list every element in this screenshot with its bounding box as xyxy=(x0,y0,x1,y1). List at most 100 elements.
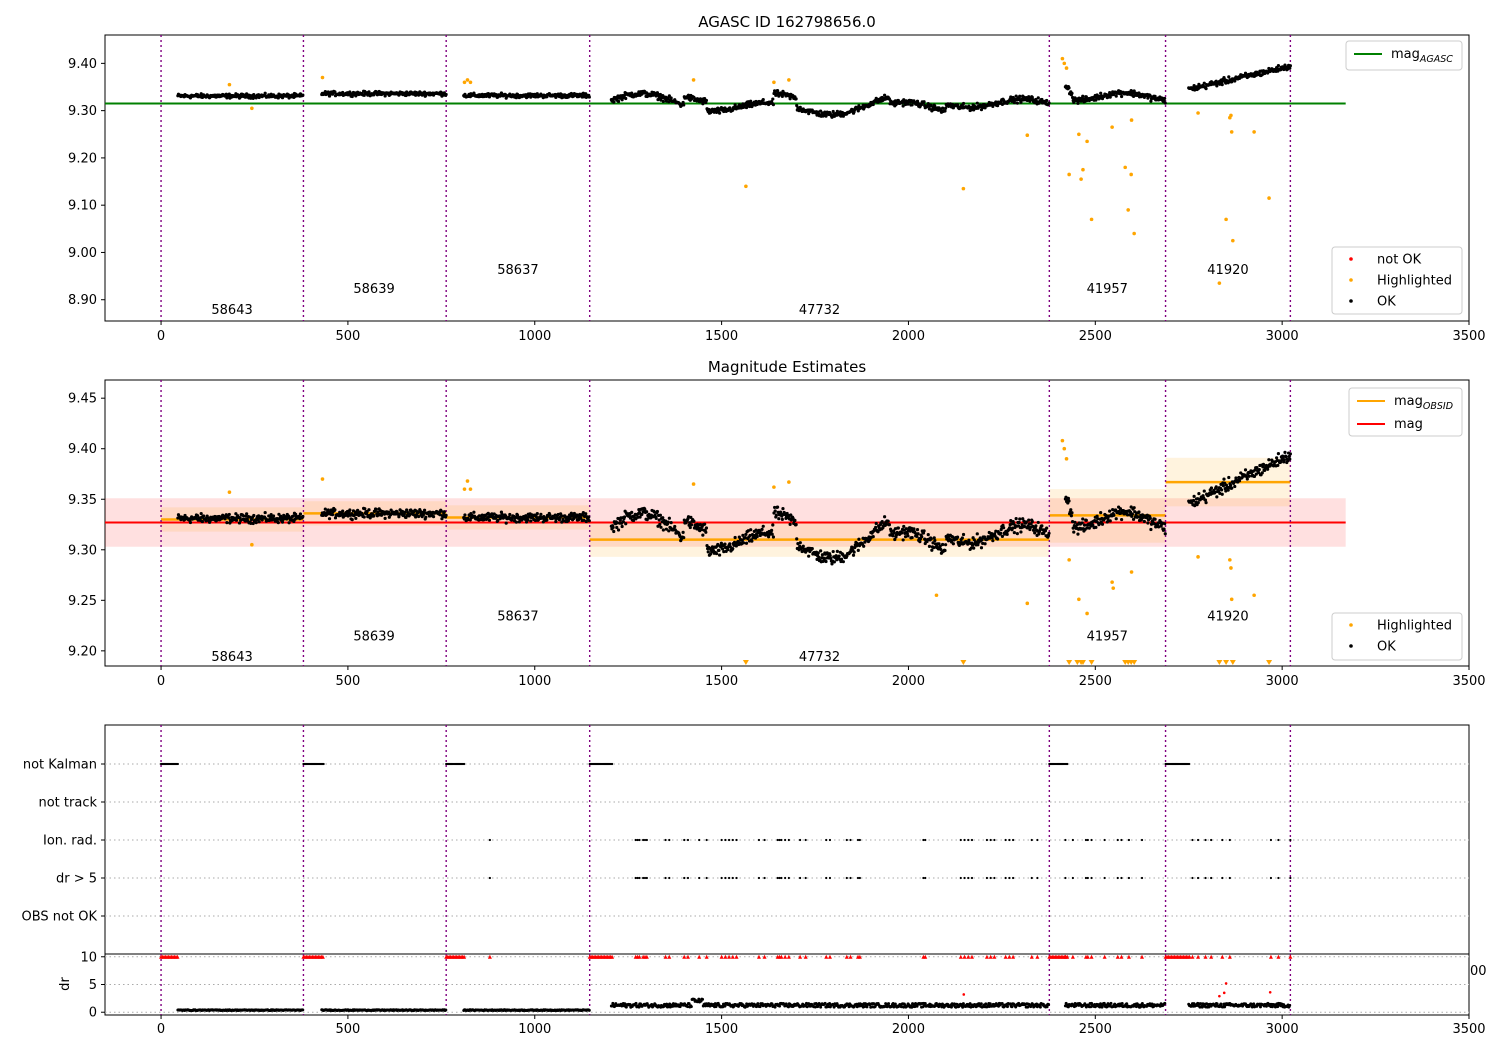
dr-gt-5-point xyxy=(1103,876,1106,880)
ion-rad-point xyxy=(763,838,766,842)
highlighted-point xyxy=(1229,130,1234,134)
ok-point xyxy=(951,542,955,546)
dr-gt-5-point xyxy=(1228,876,1231,880)
ok-point xyxy=(669,521,673,525)
ok-point xyxy=(1153,517,1157,521)
ok-point xyxy=(750,539,754,543)
ok-point xyxy=(682,103,686,107)
ok-point xyxy=(1094,98,1098,102)
ion-rad-point xyxy=(1221,838,1224,842)
dr-gt-5-point xyxy=(787,876,790,880)
ok-point xyxy=(1084,518,1088,522)
ion-rad-point xyxy=(1086,838,1089,842)
ok-point xyxy=(862,544,866,548)
obsid-label: 58643 xyxy=(211,650,252,665)
ok-point xyxy=(906,102,910,106)
ok-point xyxy=(424,515,428,519)
ok-point xyxy=(1197,82,1201,86)
ok-point xyxy=(422,508,427,512)
ok-point xyxy=(717,553,722,557)
ok-point xyxy=(871,535,875,539)
ok-point xyxy=(1243,468,1248,472)
ok-point xyxy=(901,538,905,542)
x-tick-label: 2500 xyxy=(1079,329,1112,344)
ok-point xyxy=(444,513,448,517)
obsid-label: 58639 xyxy=(353,630,394,645)
ion-rad-point xyxy=(970,838,974,842)
ok-point xyxy=(1114,517,1118,521)
ok-point xyxy=(326,508,330,512)
ok-point xyxy=(584,519,588,524)
ok-point xyxy=(817,555,821,559)
y-tick-label: 0 xyxy=(89,1006,97,1021)
ok-point xyxy=(1094,525,1098,529)
ok-point xyxy=(961,101,966,106)
highlighted-point xyxy=(691,482,696,486)
obsid-label: 41957 xyxy=(1087,630,1128,645)
ion-rad-point xyxy=(664,838,667,842)
ok-point xyxy=(874,521,878,526)
ok-point xyxy=(926,533,930,537)
ok-point xyxy=(780,517,784,522)
ok-point xyxy=(301,93,305,97)
ok-point xyxy=(955,103,960,107)
ok-point xyxy=(414,515,418,519)
dr-gt-5-point xyxy=(668,876,671,880)
ok-point xyxy=(941,542,945,547)
ok-point xyxy=(1220,492,1224,496)
ok-point xyxy=(269,512,273,517)
ok-point xyxy=(733,535,737,540)
offscale-marker xyxy=(1223,660,1230,665)
ok-point xyxy=(1204,501,1208,505)
ok-point xyxy=(661,99,665,103)
ok-point xyxy=(1099,511,1103,515)
y-tick-label: 9.25 xyxy=(68,594,97,609)
dr-point xyxy=(865,1005,869,1009)
legend-point-swatch xyxy=(1349,257,1353,261)
ion-rad-point xyxy=(1269,838,1273,842)
ion-rad-point xyxy=(735,838,738,842)
ok-point xyxy=(1001,98,1006,102)
agasc-panel: AGASC ID 162798656.0 0 500 1000 1500 2000 250… xyxy=(68,13,1486,344)
y-tick-label: 9.10 xyxy=(68,199,97,214)
offscale-marker xyxy=(1216,660,1223,665)
highlighted-point xyxy=(1064,457,1069,461)
agasc-obsid-boundaries xyxy=(160,35,1292,321)
ok-point xyxy=(661,516,665,520)
dr-gt-5-point xyxy=(1204,876,1207,880)
ok-point xyxy=(906,534,910,538)
estimates-bands xyxy=(105,457,1346,557)
ok-point xyxy=(795,537,799,541)
ok-point xyxy=(1100,522,1105,526)
highlighted-point xyxy=(1085,611,1089,616)
ok-point xyxy=(630,510,634,514)
highlighted-point xyxy=(1229,566,1233,570)
x-tick-label: 3000 xyxy=(1266,674,1299,689)
ion-rad-point xyxy=(798,838,802,842)
ok-point xyxy=(548,513,552,517)
ok-point xyxy=(1036,96,1040,100)
ok-point xyxy=(611,525,615,530)
x-tick-label: 500 xyxy=(335,1022,360,1037)
ok-point xyxy=(1120,517,1124,522)
ok-point xyxy=(248,515,252,519)
ok-point xyxy=(731,546,735,551)
overlapping-tick-fragment: 00 xyxy=(1470,964,1487,979)
legend-point-swatch xyxy=(1349,644,1353,648)
ok-point xyxy=(201,514,206,518)
ok-point xyxy=(726,547,730,552)
ok-point xyxy=(667,94,671,98)
ok-point xyxy=(1120,94,1124,99)
ok-point xyxy=(354,516,358,520)
ok-point xyxy=(669,96,673,100)
ok-point xyxy=(896,98,900,103)
ok-point xyxy=(1142,519,1146,524)
dr-gt-5-point xyxy=(849,876,852,880)
ok-point xyxy=(1018,517,1022,521)
ok-point xyxy=(242,514,246,518)
ok-point xyxy=(405,508,409,512)
ok-point xyxy=(741,533,745,537)
